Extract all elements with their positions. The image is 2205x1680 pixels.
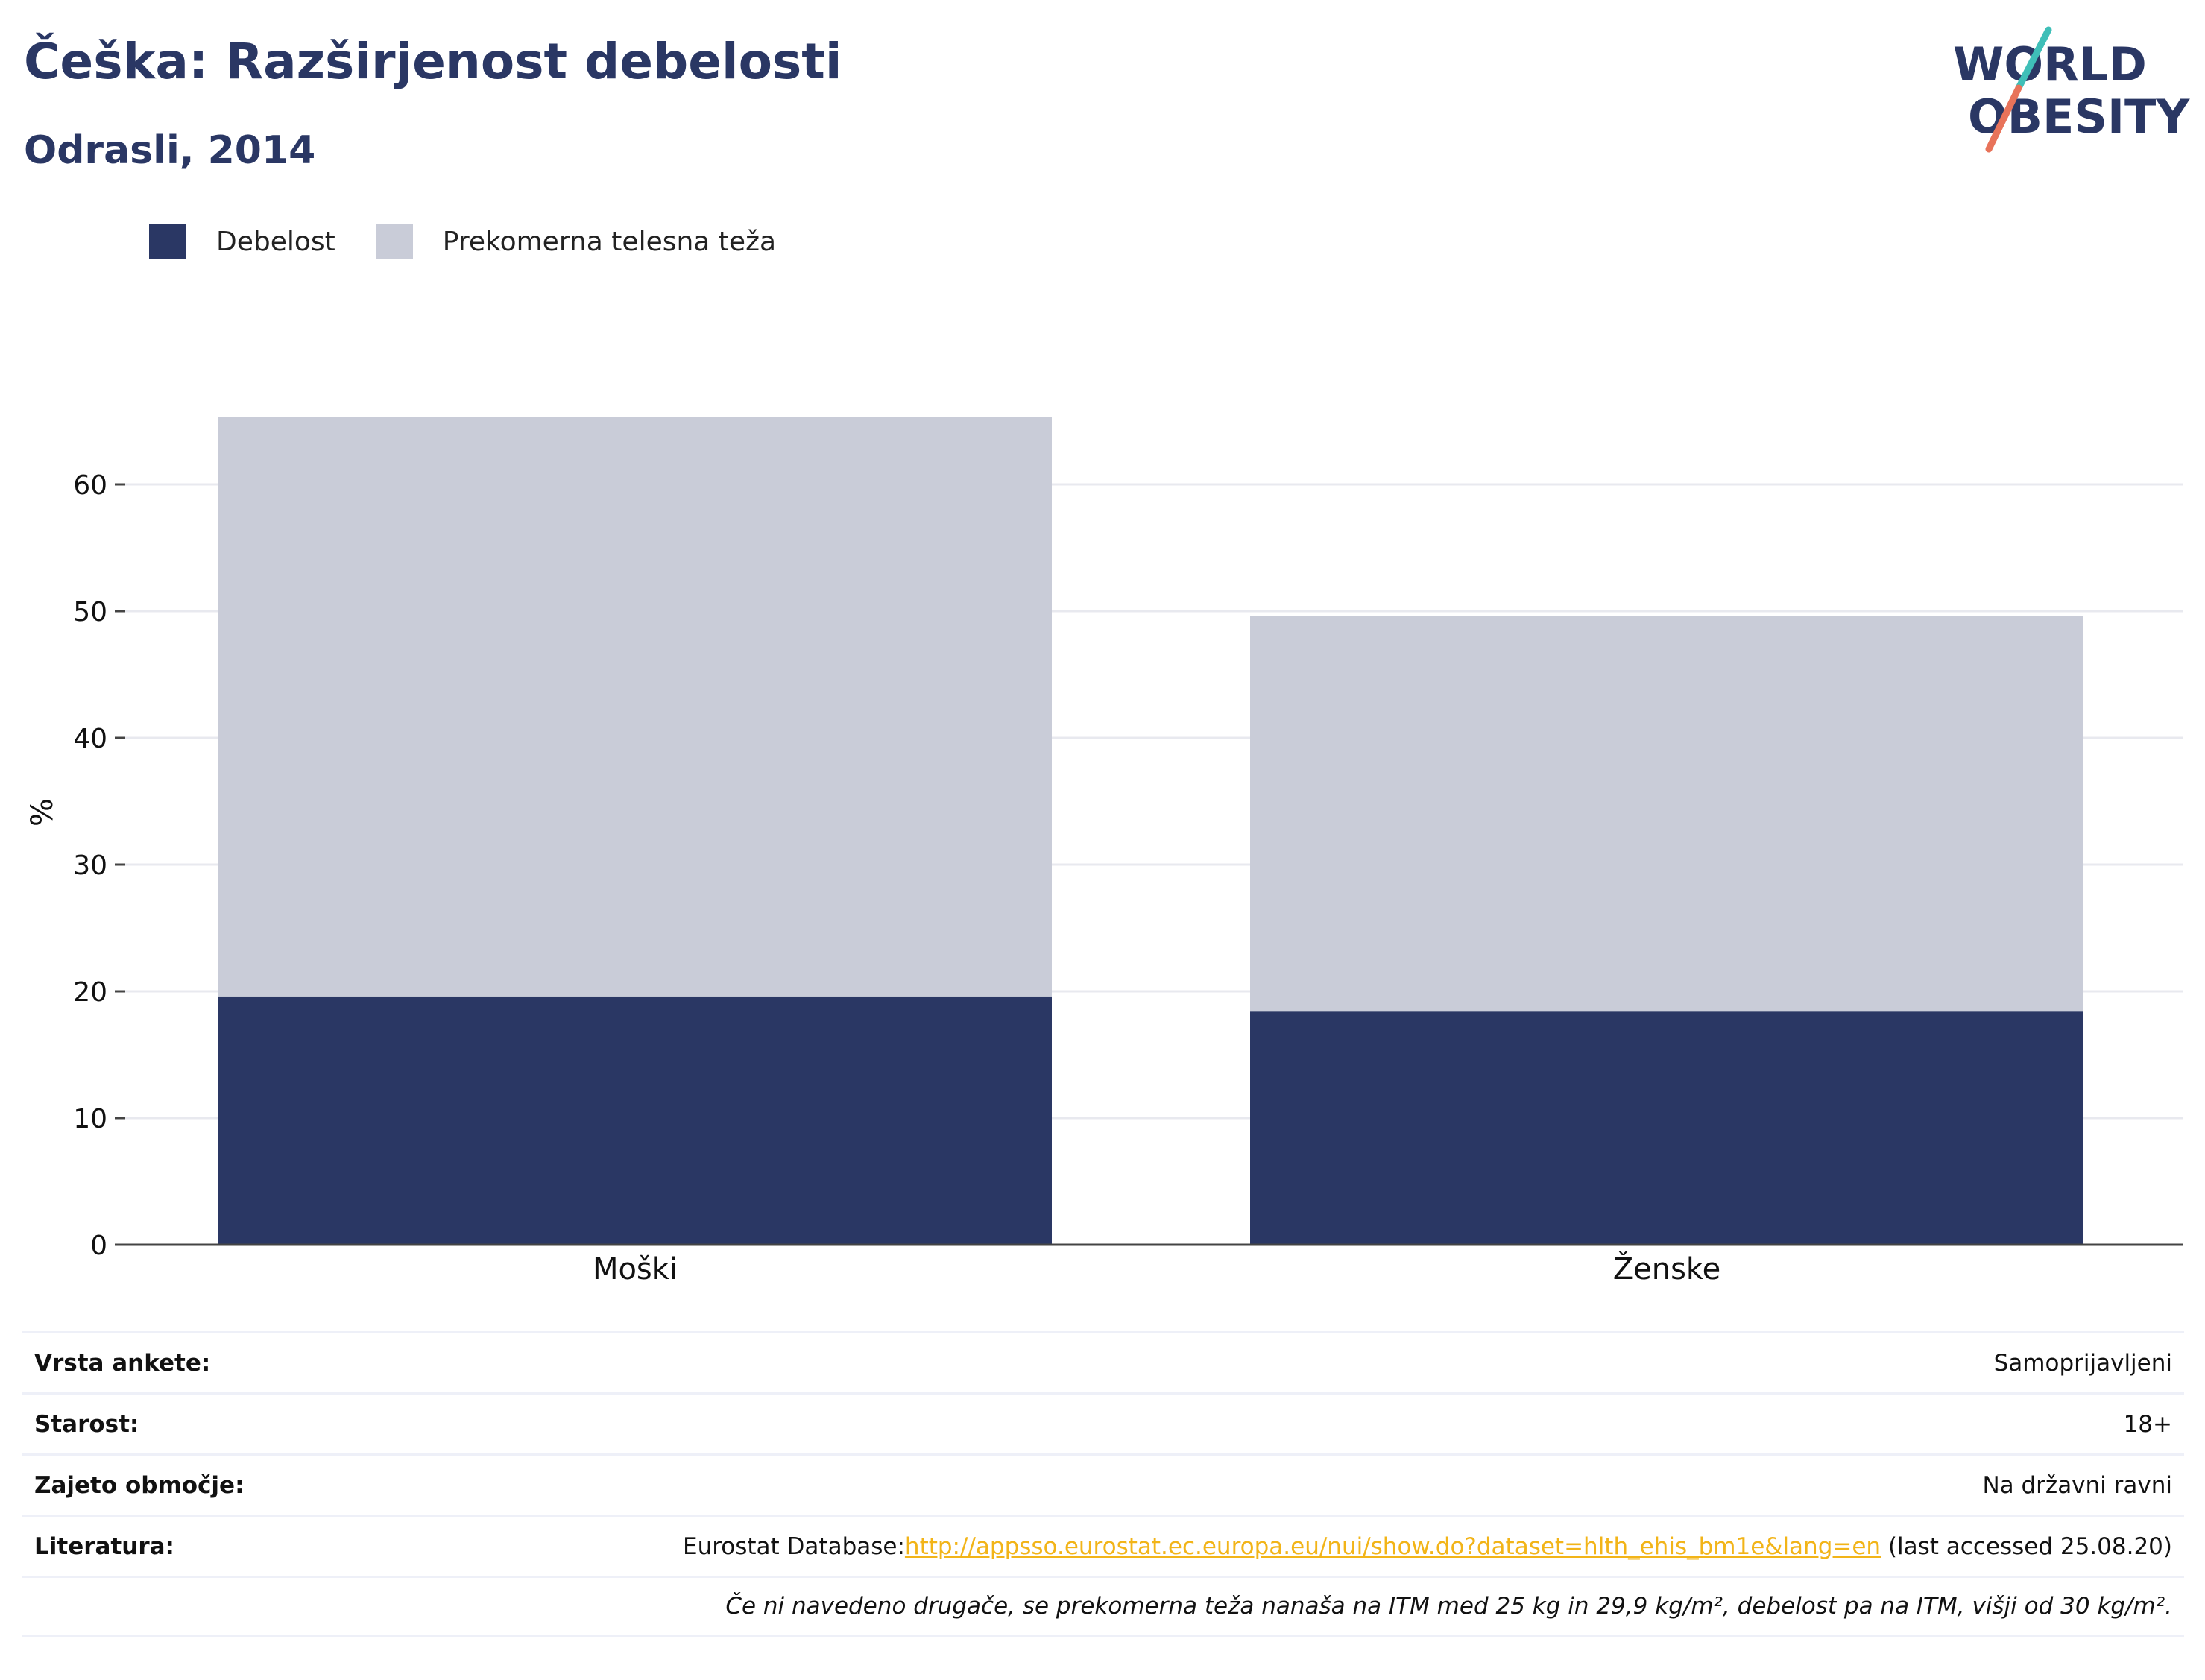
y-tick-label-40: 40 xyxy=(73,724,107,754)
info-row-survey: Vrsta ankete: Samoprijavljeni xyxy=(22,1331,2184,1392)
coverage-label: Zajeto območje: xyxy=(34,1471,245,1499)
legend-swatch-obesity xyxy=(149,224,186,259)
definition-note: Če ni navedeno drugače, se prekomerna te… xyxy=(725,1593,2172,1620)
y-axis-title: % xyxy=(25,798,60,827)
coverage-value: Na državni ravni xyxy=(1982,1471,2172,1499)
survey-label: Vrsta ankete: xyxy=(34,1349,211,1377)
bar-obesity-0 xyxy=(218,996,1052,1245)
info-table: Vrsta ankete: Samoprijavljeni Starost: 1… xyxy=(22,1331,2184,1637)
x-tick-label-0: Moški xyxy=(593,1252,678,1286)
reference-link[interactable]: http://appsso.eurostat.ec.europa.eu/nui/… xyxy=(904,1532,1881,1560)
bar-chart: 0 10 20 30 40 50 60% Moški Ženske xyxy=(25,417,2183,1286)
chart-legend: Debelost Prekomerna telesna teža xyxy=(149,224,816,259)
legend-label-obesity: Debelost xyxy=(216,226,335,257)
reference-suffix: (last accessed 25.08.20) xyxy=(1881,1532,2172,1560)
y-tick-label-0: 0 xyxy=(90,1231,107,1261)
legend-swatch-overweight xyxy=(375,224,413,259)
bar-obesity-1 xyxy=(1250,1011,2083,1245)
legend-item-obesity: Debelost xyxy=(149,224,335,259)
page-title: Češka: Razširjenost debelosti xyxy=(24,33,842,90)
y-tick-label-60: 60 xyxy=(73,470,107,501)
reference-label: Literatura: xyxy=(34,1532,174,1560)
logo-slash-coral xyxy=(1985,84,2022,153)
bar-overweight-1 xyxy=(1250,616,2083,1012)
bar-overweight-0 xyxy=(218,417,1052,997)
info-row-reference: Literatura: Eurostat Database:http://app… xyxy=(22,1515,2184,1576)
legend-item-overweight: Prekomerna telesna teža xyxy=(375,224,777,259)
y-tick-label-10: 10 xyxy=(73,1104,107,1134)
x-tick-label-1: Ženske xyxy=(1613,1251,1721,1286)
age-label: Starost: xyxy=(34,1410,139,1438)
info-row-note: Če ni navedeno drugače, se prekomerna te… xyxy=(22,1576,2184,1637)
logo-slash-teal xyxy=(2015,26,2052,92)
info-row-age: Starost: 18+ xyxy=(22,1392,2184,1453)
y-tick-label-20: 20 xyxy=(73,977,107,1008)
logo-line1: WORLD xyxy=(1953,37,2147,92)
reference-value: Eurostat Database:http://appsso.eurostat… xyxy=(683,1533,2172,1560)
page-subtitle: Odrasli, 2014 xyxy=(24,128,316,173)
y-tick-label-50: 50 xyxy=(73,597,107,628)
y-tick-label-30: 30 xyxy=(73,850,107,881)
world-obesity-logo: WORLD OBESITY xyxy=(1953,26,2190,153)
legend-label-overweight: Prekomerna telesna teža xyxy=(442,226,777,257)
survey-value: Samoprijavljeni xyxy=(1993,1349,2172,1377)
reference-prefix: Eurostat Database: xyxy=(682,1532,905,1560)
info-row-coverage: Zajeto območje: Na državni ravni xyxy=(22,1453,2184,1515)
age-value: 18+ xyxy=(2123,1410,2172,1438)
